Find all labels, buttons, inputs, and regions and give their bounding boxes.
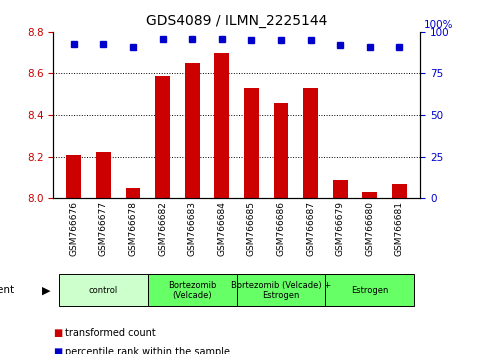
Bar [96,153,111,198]
Bar [155,75,170,198]
Bar [333,179,348,198]
Bar [126,188,141,198]
Text: ■: ■ [53,347,62,354]
Bar [67,155,81,198]
Bar [244,88,259,198]
Bar [362,192,377,198]
Bar [303,88,318,198]
Bar [274,103,288,198]
Bar [214,53,229,198]
Text: transformed count: transformed count [65,328,156,338]
Text: 100%: 100% [424,20,454,30]
Title: GDS4089 / ILMN_2225144: GDS4089 / ILMN_2225144 [146,14,327,28]
Text: Estrogen: Estrogen [351,286,388,295]
Bar [392,184,407,198]
Text: Bortezomib
(Velcade): Bortezomib (Velcade) [168,281,216,300]
Text: control: control [89,286,118,295]
Text: ▶: ▶ [42,285,50,295]
Text: ■: ■ [53,328,62,338]
Text: Bortezomib (Velcade) +
Estrogen: Bortezomib (Velcade) + Estrogen [231,281,331,300]
Text: agent: agent [0,285,14,295]
Bar [185,63,199,198]
Text: percentile rank within the sample: percentile rank within the sample [65,347,230,354]
